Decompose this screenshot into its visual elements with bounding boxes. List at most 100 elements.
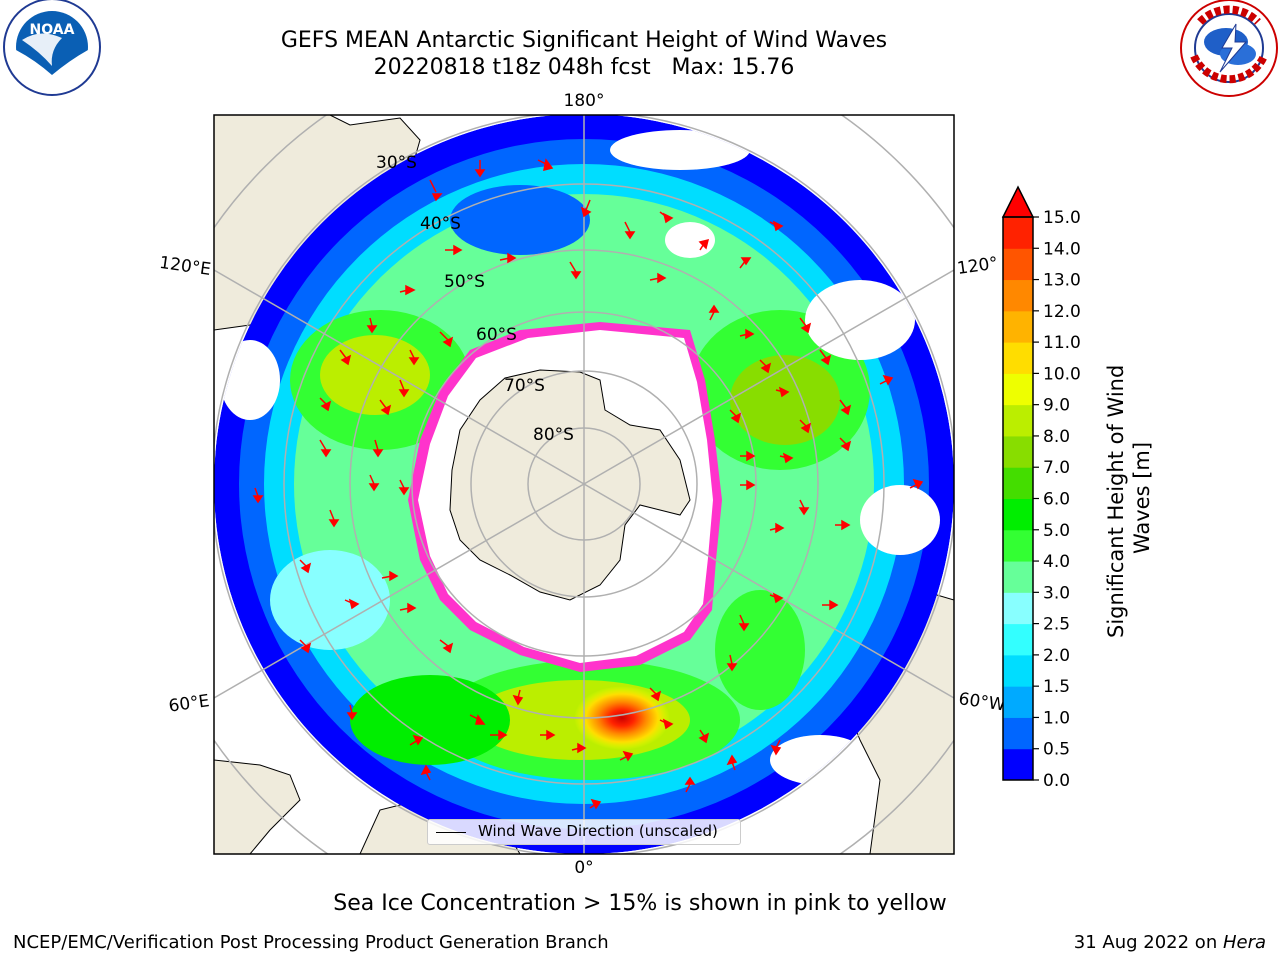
arrow [420,764,432,781]
arrow [738,614,750,632]
arrow [409,734,424,746]
map-frame [213,114,955,855]
colorbar-tick-label: 9.0 [1043,396,1070,416]
colorbar-band [1003,435,1033,468]
arrow [469,714,486,725]
colorbar: 0.0 0.5 1.0 1.5 2.0 2.5 3.0 4.0 5.0 6.0 7.0 8.0 9.0 1… [1001,185,1154,791]
footer-date-text: 31 Aug 2022 on [1073,932,1223,953]
colorbar-band [1003,248,1033,281]
lon-label-60w: 60°W [957,689,1006,715]
arrow [346,704,358,721]
lon-label-60e: 60°E [167,691,210,716]
arrow [740,479,756,491]
arrow [708,304,720,321]
colorbar-band [1003,279,1033,312]
colorbar-tick-label: 5.0 [1043,521,1070,541]
arrow [799,317,812,334]
arrow [740,450,756,462]
arrow [398,379,410,398]
arrow [372,439,384,458]
colorbar-tick-label: 11.0 [1043,333,1081,353]
lat-label-40s: 40°S [420,214,461,234]
arrow [839,437,852,452]
legend-label: Wind Wave Direction (unscaled) [478,822,718,840]
lat-label-60s: 60°S [476,325,517,345]
arrow [726,654,738,672]
wind-wave-arrows [252,158,924,810]
arrow [328,509,340,528]
arrow [775,386,790,398]
colorbar-band [1003,310,1033,343]
arrow [698,729,710,744]
colorbar-band [1003,686,1033,718]
colorbar-tick-label: 0.5 [1043,740,1070,760]
arrow [879,374,894,386]
colorbar-band [1003,561,1033,593]
legend-line-sample [436,832,466,833]
arrow [381,570,399,582]
arrow [439,639,454,654]
chart-subtitle-forecast: 20220818 t18z 048h fcst Max: 15.76 [373,55,795,80]
arrow [726,754,738,771]
colorbar-tick-label: 6.0 [1043,490,1070,510]
colorbar-tick-label: 0.0 [1043,771,1070,791]
arrow [769,522,785,534]
colorbar-label: Significant Height of Wind Waves [m] [1104,358,1154,638]
footer-credit: NCEP/EMC/Verification Post Processing Pr… [13,932,609,953]
colorbar-band [1003,748,1033,781]
arrow [571,742,587,754]
graticule [214,115,954,854]
lat-label-50s: 50°S [444,272,485,292]
arrow [512,689,524,706]
noaa-logo: NOAA [3,0,101,96]
colorbar-bands [1003,217,1033,781]
lat-label-30s: 30°S [376,153,417,173]
arrow [299,639,312,654]
colorbar-tick-label: 15.0 [1043,208,1081,228]
colorbar-band [1003,717,1033,750]
arrow [649,687,662,702]
arrow [659,718,674,730]
arrow [799,419,812,434]
arrow [319,397,332,412]
arrow [770,739,782,756]
sea-ice-note: Sea Ice Concentration > 15% is shown in … [333,891,947,916]
arrow [819,349,832,366]
colorbar-band [1003,342,1033,374]
nws-logo [1180,0,1278,97]
lon-label-0: 0° [574,858,593,878]
arrow [499,252,517,264]
arrow [759,359,772,374]
arrow [839,399,852,416]
arrow [399,284,416,296]
arrow [408,349,420,366]
map-area [214,115,954,854]
arrow [779,452,794,464]
arrow [739,328,755,340]
colorbar-tick-label: 2.5 [1043,615,1070,635]
arrow [649,272,667,284]
colorbar-band [1003,498,1033,531]
colorbar-tick-label: 14.0 [1043,239,1081,259]
arrow [769,592,784,604]
arrow [569,261,582,280]
lat-label-70s: 70°S [504,376,545,396]
arrow [624,221,636,240]
arrow [474,160,486,178]
colorbar-band [1003,373,1033,406]
arrow [429,179,443,202]
colorbar-tick-label: 1.0 [1043,708,1070,728]
arrow [399,602,417,614]
colorbar-band [1003,654,1033,687]
arrow [537,158,554,172]
arrow [299,559,312,574]
arrow [909,478,924,490]
arrow [619,750,634,762]
colorbar-tick-label: 2.0 [1043,646,1070,666]
colorbar-band [1003,529,1033,562]
footer-host: Hera [1222,932,1266,953]
arrow [398,479,410,496]
arrow [729,409,742,424]
colorbar-band [1003,404,1033,437]
